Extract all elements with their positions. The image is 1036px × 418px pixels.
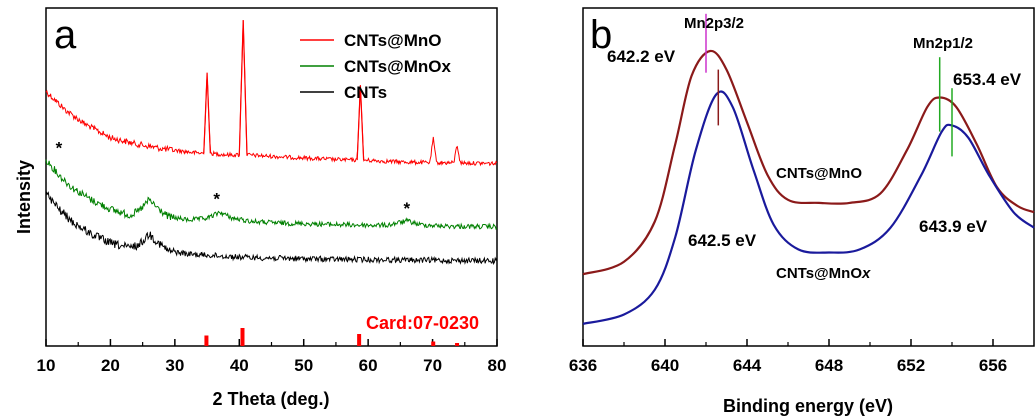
series-peak-cnts-mno-58-8 (356, 85, 365, 161)
label-643-9-ev: 643.9 eV (919, 217, 988, 236)
panel-a-reference-card-lines (204, 328, 460, 346)
panel-a-x-tick-label-70: 70 (423, 356, 442, 375)
panel-a-x-tick-label-50: 50 (294, 356, 313, 375)
peak-asterisk-2: * (213, 189, 220, 208)
panel-b-x-tick-label-656: 656 (979, 356, 1007, 375)
panel-b-x-tick-label-640: 640 (651, 356, 679, 375)
series-peak-cnts-mno-35 (203, 72, 211, 154)
reference-card-label: Card:07-0230 (366, 313, 479, 333)
label-cnts-mnox-main: CNTs@MnO (776, 265, 862, 282)
panel-b-x-ticks: 636 640 644 648 652 656 (569, 339, 1007, 375)
label-cnts-mnox: CNTs@MnOx (776, 265, 871, 282)
legend-label-cnts-mnox: CNTs@MnOx (344, 57, 451, 76)
panel-b-xps-chart: 636 640 644 648 652 656 b Mn2p3/2 642.2 eV Mn… (569, 7, 1035, 416)
series-peak-cnts-mno-40-6 (238, 19, 248, 155)
peak-asterisk-3: * (403, 199, 410, 218)
panel-b-x-tick-label-648: 648 (815, 356, 843, 375)
panel-a-letter: a (54, 13, 77, 57)
panel-b-plot-frame (582, 7, 1035, 347)
label-cnts-mno: CNTs@MnO (776, 165, 862, 182)
panel-a-y-axis-title: Intensity (14, 160, 34, 234)
panel-a-x-tick-label-60: 60 (359, 356, 378, 375)
peak-asterisk-1: * (56, 138, 63, 157)
series-line-cnts (45, 191, 498, 266)
panel-b-letter: b (590, 13, 612, 57)
panel-a-x-tick-label-80: 80 (488, 356, 507, 375)
panel-a-x-ticks: 10 20 30 40 50 60 70 80 (37, 339, 507, 375)
panel-b-x-tick-label-636: 636 (569, 356, 597, 375)
series-line-cnts-mno (582, 49, 1035, 276)
label-mn2p1-2: Mn2p1/2 (913, 35, 973, 52)
series-line-cnts-mno (45, 20, 498, 167)
label-mn2p3-2: Mn2p3/2 (684, 15, 744, 32)
panel-a-peak-asterisks: * * * (56, 138, 411, 217)
panel-a-x-tick-label-20: 20 (101, 356, 120, 375)
panel-b-x-tick-label-644: 644 (733, 356, 762, 375)
label-cnts-mnox-subscript: x (861, 265, 871, 282)
panel-b-x-axis-title: Binding energy (eV) (723, 396, 893, 416)
panel-b-peak-markers (705, 13, 953, 157)
label-642-2-ev: 642.2 eV (607, 47, 676, 66)
legend-label-cnts: CNTs (344, 83, 387, 102)
panel-a-x-axis-title: 2 Theta (deg.) (212, 389, 329, 409)
panel-a-x-tick-label-40: 40 (230, 356, 249, 375)
legend-label-cnts-mno: CNTs@MnO (344, 31, 441, 50)
series-line-cnts-mnox (582, 90, 1035, 325)
panel-a-xrd-chart: 10 20 30 40 50 60 70 80 * * * a CNTs@MnO CNTs@MnO… (14, 7, 507, 409)
panel-a-legend: CNTs@MnO CNTs@MnOx CNTs (300, 31, 451, 102)
panel-a-series-lines (45, 19, 498, 266)
label-653-4-ev: 653.4 eV (953, 70, 1022, 89)
panel-a-x-tick-label-30: 30 (165, 356, 184, 375)
label-642-5-ev: 642.5 eV (688, 231, 757, 250)
panel-b-x-tick-label-652: 652 (897, 356, 925, 375)
panel-b-series-lines (582, 49, 1035, 325)
panel-a-x-tick-label-10: 10 (37, 356, 56, 375)
series-line-cnts-mnox (45, 159, 498, 231)
